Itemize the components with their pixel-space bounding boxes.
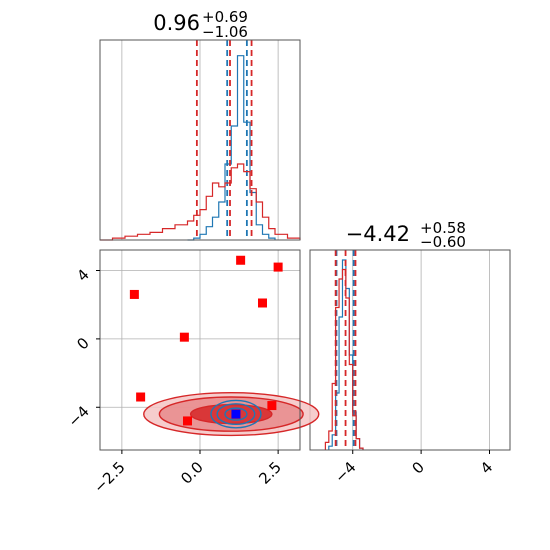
y-tick-label: −4 (64, 402, 92, 430)
density-contour (216, 403, 256, 426)
points-joint (129, 255, 283, 426)
title-param-1-minus: −1.06 (202, 23, 248, 41)
density-contour (224, 407, 248, 421)
title-param-1: 0.96 (153, 11, 200, 35)
x-tick-label: 2.5 (255, 458, 285, 488)
histogram-series (324, 268, 364, 450)
title-param-2-minus: −0.60 (420, 233, 466, 251)
y-tick-label: 4 (73, 266, 92, 285)
grid-param-2 (352, 250, 490, 450)
title-param-2: −4.42 (346, 222, 410, 246)
scatter-point (231, 409, 241, 419)
x-tick-label: −4 (331, 458, 359, 486)
x-tick-label: 0 (408, 458, 427, 477)
title-param-1-plus: +0.69 (202, 8, 248, 26)
scatter-point (129, 289, 139, 299)
scatter-point (183, 416, 192, 426)
y-tick-label: 0 (73, 334, 92, 353)
contours-joint (143, 392, 320, 437)
density-contour (210, 399, 262, 429)
x-tick-label: 0.0 (177, 458, 207, 488)
xticks-joint: −2.5 0.0 2.5 (90, 450, 285, 497)
frame-param-1 (99, 39, 301, 241)
scatter-point (273, 262, 283, 272)
scatter-point (179, 332, 189, 342)
scatter-point (136, 392, 146, 402)
xticks-param-2: −4 0 4 (331, 450, 496, 486)
x-tick-label: −2.5 (90, 458, 128, 496)
panel-param-2: −4.42 +0.58 −0.60 −4 0 4 (309, 219, 511, 486)
series-param-2 (324, 250, 364, 450)
yticks-joint: −4 0 4 (64, 266, 100, 431)
histogram-series (100, 163, 301, 241)
grid-param-1 (121, 40, 279, 240)
title-param-2-plus: +0.58 (420, 219, 466, 237)
panel-param-1: 0.96 +0.69 −1.06 (99, 8, 301, 241)
scatter-point (267, 401, 277, 411)
histogram-series (187, 55, 276, 241)
panel-joint: −2.5 0.0 2.5 −4 0 4 (64, 249, 320, 497)
frame-param-2 (309, 249, 511, 451)
scatter-point (258, 298, 267, 308)
series-param-1 (100, 40, 301, 241)
x-tick-label: 4 (477, 458, 496, 477)
density-contour (189, 404, 273, 425)
scatter-point (236, 255, 246, 265)
